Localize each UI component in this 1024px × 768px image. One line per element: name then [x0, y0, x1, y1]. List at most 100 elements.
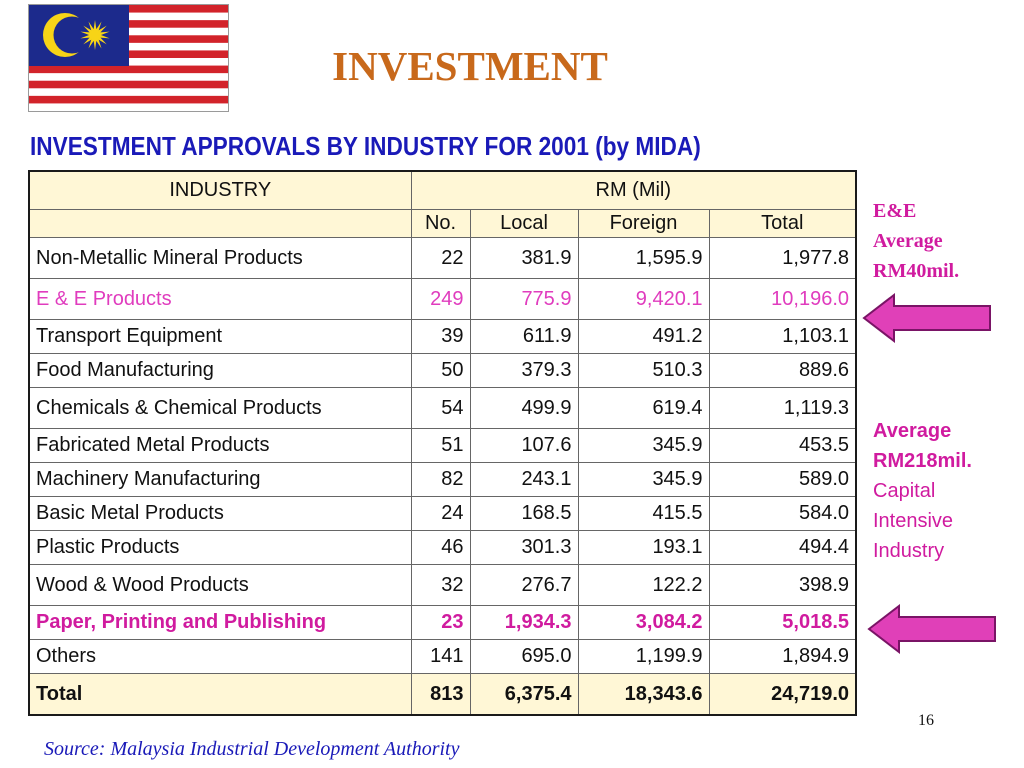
paper-note-line: Average: [873, 420, 952, 442]
no-cell: 46: [410, 530, 471, 565]
source-note: Source: Malaysia Industrial Development …: [44, 738, 460, 760]
table-row: Food Manufacturing 50 379.3 510.3 889.6: [28, 353, 857, 388]
table-row: Machinery Manufacturing 82 243.1 345.9 589.0: [28, 462, 857, 497]
ee-note-line: E&E: [873, 200, 917, 222]
no-cell: 39: [410, 319, 471, 354]
industry-cell: Chemicals & Chemical Products: [28, 387, 412, 429]
industry-cell: Machinery Manufacturing: [28, 462, 412, 497]
table-row: Non-Metallic Mineral Products 22 381.9 1,59…: [28, 237, 857, 279]
table-row: Basic Metal Products 24 168.5 415.5 584.0: [28, 496, 857, 531]
paper-note-line: RM218mil.: [873, 450, 972, 472]
industry-cell: Plastic Products: [28, 530, 412, 565]
industry-cell: Non-Metallic Mineral Products: [28, 237, 412, 279]
foreign-cell: 345.9: [577, 428, 710, 463]
table-row: Others 141 695.0 1,199.9 1,894.9: [28, 639, 857, 674]
no-cell: 51: [410, 428, 471, 463]
foreign-cell: 619.4: [577, 387, 710, 429]
local-cell: 381.9: [469, 237, 579, 279]
table-row: Chemicals & Chemical Products 54 499.9 619.…: [28, 387, 857, 429]
no-cell: 82: [410, 462, 471, 497]
local-cell: 276.7: [469, 564, 579, 606]
table-subheader-row: No. Local Foreign Total: [28, 209, 857, 238]
no-cell: 24: [410, 496, 471, 531]
no-cell: 50: [410, 353, 471, 388]
malaysia-flag-icon: [28, 4, 229, 112]
local-cell: 695.0: [469, 639, 579, 674]
paper-note-line: Industry: [873, 540, 945, 562]
total-cell: 584.0: [708, 496, 857, 531]
paper-average-note: Average RM218mil. Capital Intensive Indu…: [873, 416, 972, 566]
table-title: INVESTMENT APPROVALS BY INDUSTRY FOR 200…: [30, 131, 701, 161]
local-cell: 775.9: [469, 278, 579, 320]
foreign-cell: 1,595.9: [577, 237, 710, 279]
foreign-cell: 122.2: [577, 564, 710, 606]
foreign-cell: 9,420.1: [577, 278, 710, 320]
total-foreign: 18,343.6: [577, 673, 710, 716]
no-cell: 23: [410, 605, 471, 640]
foreign-cell: 415.5: [577, 496, 710, 531]
total-cell: 1,103.1: [708, 319, 857, 354]
total-cell: 10,196.0: [708, 278, 857, 320]
table-header-row: INDUSTRY RM (Mil): [28, 170, 857, 210]
table-row: Paper, Printing and Publishing 23 1,934.3 3…: [28, 605, 857, 640]
page-title: INVESTMENT: [332, 43, 608, 89]
header-industry: INDUSTRY: [28, 170, 412, 210]
industry-cell: Basic Metal Products: [28, 496, 412, 531]
industry-cell: E & E Products: [28, 278, 412, 320]
industry-cell: Paper, Printing and Publishing: [28, 605, 412, 640]
industry-cell: Wood & Wood Products: [28, 564, 412, 606]
no-cell: 32: [410, 564, 471, 606]
total-cell: 589.0: [708, 462, 857, 497]
left-arrow-icon: [867, 604, 996, 654]
total-cell: 889.6: [708, 353, 857, 388]
industry-cell: Others: [28, 639, 412, 674]
no-cell: 249: [410, 278, 471, 320]
local-cell: 499.9: [469, 387, 579, 429]
table-row: Fabricated Metal Products 51 107.6 345.9 453…: [28, 428, 857, 463]
total-cell: 398.9: [708, 564, 857, 606]
subheader-blank: [28, 209, 412, 238]
left-arrow-icon: [862, 293, 991, 343]
local-cell: 168.5: [469, 496, 579, 531]
table-row: Transport Equipment 39 611.9 491.2 1,103.1: [28, 319, 857, 354]
local-cell: 1,934.3: [469, 605, 579, 640]
total-cell: 5,018.5: [708, 605, 857, 640]
industry-cell: Fabricated Metal Products: [28, 428, 412, 463]
table-total-row: Total 813 6,375.4 18,343.6 24,719.0: [28, 673, 857, 716]
local-cell: 611.9: [469, 319, 579, 354]
subheader-no: No.: [410, 209, 471, 238]
page-number: 16: [918, 712, 934, 729]
total-cell: 1,119.3: [708, 387, 857, 429]
local-cell: 243.1: [469, 462, 579, 497]
ee-average-note: E&E Average RM40mil.: [873, 196, 959, 286]
subheader-local: Local: [469, 209, 579, 238]
industry-cell: Transport Equipment: [28, 319, 412, 354]
total-cell: 1,977.8: [708, 237, 857, 279]
foreign-cell: 510.3: [577, 353, 710, 388]
total-cell: 494.4: [708, 530, 857, 565]
total-local: 6,375.4: [469, 673, 579, 716]
foreign-cell: 193.1: [577, 530, 710, 565]
subheader-total: Total: [708, 209, 857, 238]
subheader-foreign: Foreign: [577, 209, 710, 238]
local-cell: 301.3: [469, 530, 579, 565]
no-cell: 22: [410, 237, 471, 279]
header-rm: RM (Mil): [410, 170, 857, 210]
total-total: 24,719.0: [708, 673, 857, 716]
ee-note-line: RM40mil.: [873, 260, 960, 282]
investment-table: INDUSTRY RM (Mil) No. Local Foreign Tota…: [28, 170, 858, 716]
total-label: Total: [28, 673, 412, 716]
foreign-cell: 491.2: [577, 319, 710, 354]
table-row: Plastic Products 46 301.3 193.1 494.4: [28, 530, 857, 565]
industry-cell: Food Manufacturing: [28, 353, 412, 388]
foreign-cell: 3,084.2: [577, 605, 710, 640]
total-cell: 1,894.9: [708, 639, 857, 674]
no-cell: 141: [410, 639, 471, 674]
table-row: E & E Products 249 775.9 9,420.1 10,196.0: [28, 278, 857, 320]
total-cell: 453.5: [708, 428, 857, 463]
ee-note-line: Average: [873, 230, 943, 252]
paper-note-line: Intensive: [873, 510, 954, 532]
foreign-cell: 1,199.9: [577, 639, 710, 674]
no-cell: 54: [410, 387, 471, 429]
local-cell: 107.6: [469, 428, 579, 463]
